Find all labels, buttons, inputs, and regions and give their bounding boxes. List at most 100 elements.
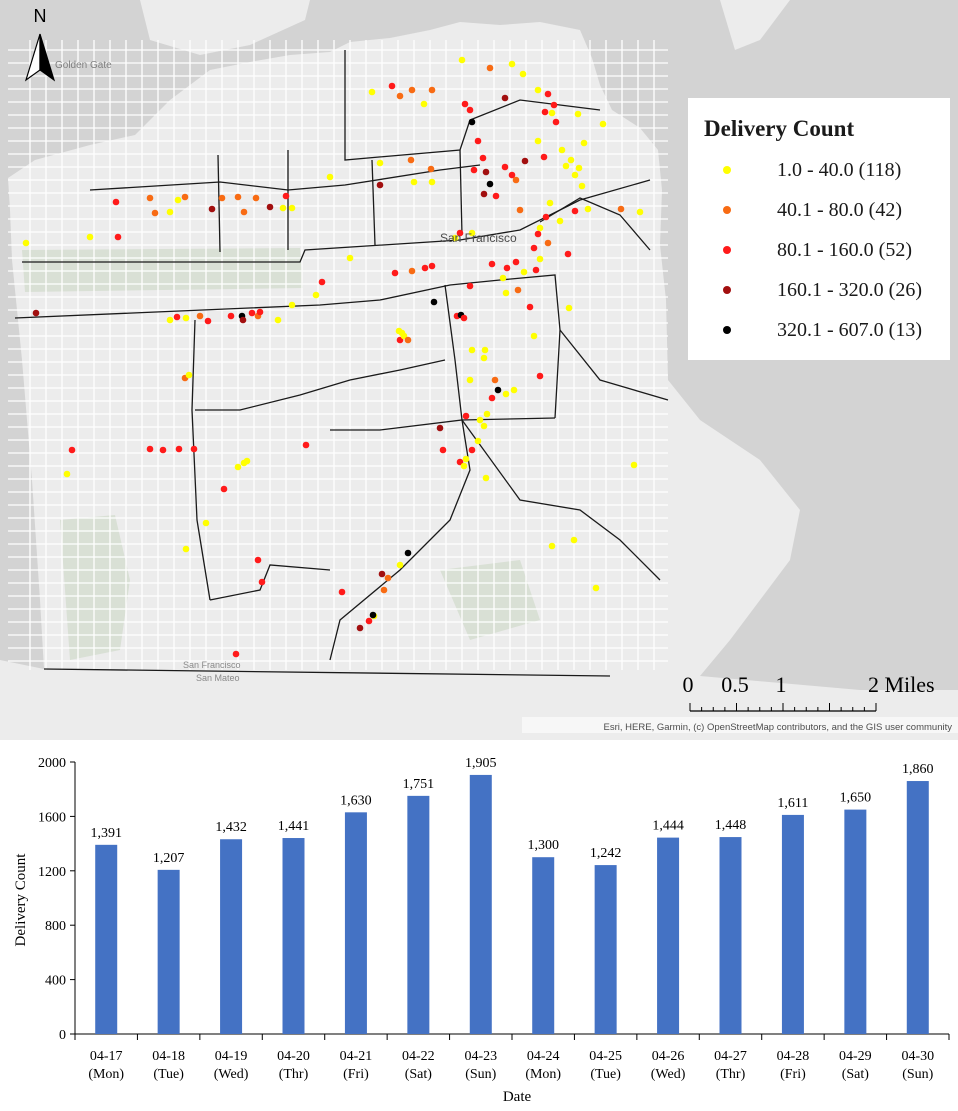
delivery-point (408, 86, 416, 94)
delivery-point (480, 354, 488, 362)
legend-item: 40.1 - 80.0 (42) (704, 190, 950, 230)
bar-value-label: 1,630 (340, 793, 372, 808)
bar-value-label: 1,242 (590, 846, 622, 861)
delivery-point (483, 410, 491, 418)
x-tick-label-date: 04-28 (777, 1049, 810, 1064)
x-tick-label-date: 04-24 (527, 1049, 560, 1064)
delivery-point (460, 314, 468, 322)
delivery-point (384, 574, 392, 582)
delivery-point (479, 154, 487, 162)
bar-value-label: 1,207 (153, 851, 185, 866)
delivery-point (391, 269, 399, 277)
delivery-point (396, 561, 404, 569)
legend-item: 320.1 - 607.0 (13) (704, 310, 950, 350)
x-tick-label-day: (Tue) (153, 1067, 184, 1082)
bar-value-label: 1,751 (403, 777, 435, 792)
bar-value-label: 1,448 (715, 818, 747, 833)
delivery-point (482, 474, 490, 482)
delivery-point (476, 416, 484, 424)
delivery-point (396, 92, 404, 100)
delivery-point (546, 199, 554, 207)
bar (344, 812, 367, 1034)
delivery-point (540, 153, 548, 161)
delivery-point (544, 90, 552, 98)
delivery-point (166, 316, 174, 324)
bar (469, 774, 492, 1034)
delivery-point (542, 213, 550, 221)
bar (781, 814, 804, 1034)
x-tick-label-date: 04-30 (901, 1049, 934, 1064)
delivery-point (466, 106, 474, 114)
delivery-point (185, 371, 193, 379)
delivery-point (508, 60, 516, 68)
san-francisco-bottom-label: San Francisco (183, 660, 241, 670)
legend-title: Delivery Count (704, 116, 855, 141)
y-tick-label: 1200 (38, 865, 66, 880)
island-land (720, 0, 790, 50)
x-tick-label-day: (Wed) (651, 1067, 686, 1082)
delivery-point (512, 258, 520, 266)
legend-marker (723, 206, 731, 214)
bar (657, 837, 680, 1034)
delivery-point (427, 165, 435, 173)
north-arrow-right-half (39, 33, 56, 82)
delivery-point (32, 309, 40, 317)
delivery-point (159, 446, 167, 454)
bar-value-label: 1,611 (777, 796, 808, 811)
delivery-point (461, 100, 469, 108)
delivery-point (410, 178, 418, 186)
delivery-point (558, 146, 566, 154)
golden-gate-park (22, 248, 303, 292)
delivery-point (556, 217, 564, 225)
delivery-point (580, 139, 588, 147)
delivery-point (208, 205, 216, 213)
delivery-point (151, 209, 159, 217)
delivery-point (550, 101, 558, 109)
delivery-point (474, 437, 482, 445)
x-axis-title: Date (503, 1089, 532, 1105)
delivery-point (252, 194, 260, 202)
bar-value-label: 1,432 (215, 820, 247, 835)
y-tick-label: 1600 (38, 810, 66, 825)
delivery-point (288, 301, 296, 309)
north-arrow-label: N (34, 6, 47, 26)
delivery-point (204, 317, 212, 325)
y-tick-label: 2000 (38, 756, 66, 771)
delivery-point (258, 578, 266, 586)
delivery-point (146, 445, 154, 453)
bar-value-label: 1,905 (465, 756, 497, 771)
delivery-point (501, 163, 509, 171)
delivery-point (395, 327, 403, 335)
delivery-point (536, 255, 544, 263)
delivery-point (499, 274, 507, 282)
map-legend: Delivery Count 1.0 - 40.0 (118) 40.1 - 8… (688, 98, 950, 360)
delivery-point (451, 234, 459, 242)
delivery-point (86, 233, 94, 241)
delivery-point (468, 346, 476, 354)
bar (220, 839, 243, 1034)
x-tick-label-date: 04-19 (215, 1049, 248, 1064)
delivery-point (302, 441, 310, 449)
delivery-point (510, 386, 518, 394)
delivery-point (356, 624, 364, 632)
delivery-point (227, 312, 235, 320)
delivery-point (232, 650, 240, 658)
bar-value-label: 1,650 (840, 791, 872, 806)
delivery-point (574, 110, 582, 118)
scale-label-2-miles: 2 Miles (868, 672, 935, 697)
delivery-point (544, 239, 552, 247)
delivery-point (494, 386, 502, 394)
delivery-point (439, 446, 447, 454)
delivery-point (541, 108, 549, 116)
delivery-point (63, 470, 71, 478)
bar-value-label: 1,391 (90, 826, 122, 841)
bar-value-label: 1,860 (902, 762, 934, 777)
delivery-point (466, 376, 474, 384)
delivery-point (456, 229, 464, 237)
delivery-point (407, 156, 415, 164)
delivery-point (565, 304, 573, 312)
chart-labels: 1,391 04-17 (Mon) 1,207 04-18 (Tue) 1,432 04-19… (88, 756, 934, 1082)
x-tick-label-date: 04-26 (652, 1049, 685, 1064)
delivery-points (22, 56, 644, 658)
delivery-point (428, 262, 436, 270)
